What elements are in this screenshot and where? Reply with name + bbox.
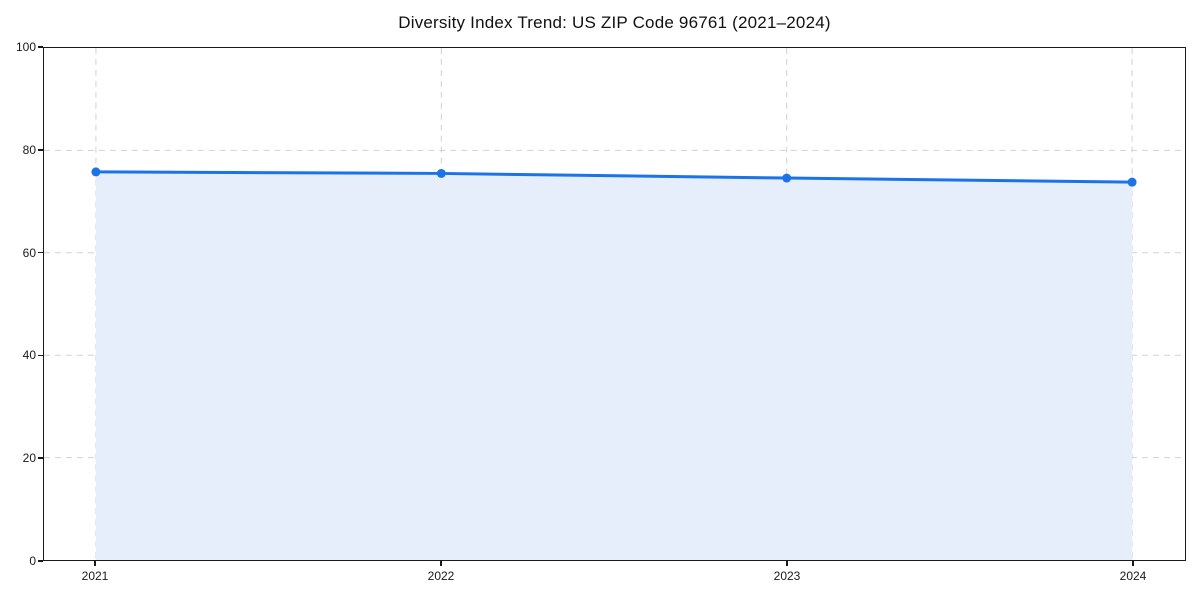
y-tick-label: 0 xyxy=(29,554,36,568)
x-tick-label: 2022 xyxy=(427,569,455,583)
data-point-marker xyxy=(1127,177,1137,187)
data-point-marker xyxy=(436,168,446,178)
y-tick-mark xyxy=(38,560,43,562)
y-tick-mark xyxy=(38,46,43,48)
y-tick-label: 80 xyxy=(22,142,36,157)
plot-area xyxy=(43,47,1186,561)
y-tick-mark xyxy=(38,354,43,357)
area-fill xyxy=(95,171,1133,560)
x-tick-mark xyxy=(786,561,788,566)
x-tick-label: 2023 xyxy=(773,569,801,583)
x-tick-mark xyxy=(440,561,442,566)
x-tick-label: 2024 xyxy=(1119,569,1147,583)
x-tick-mark xyxy=(94,561,96,566)
x-tick-label: 2021 xyxy=(81,569,109,583)
trend-line xyxy=(94,170,1134,184)
y-tick-mark xyxy=(38,457,43,459)
y-tick-mark xyxy=(38,251,43,254)
chart-title: Diversity Index Trend: US ZIP Code 96761… xyxy=(398,13,831,32)
plot-svg xyxy=(44,48,1185,560)
y-tick-label: 40 xyxy=(22,348,36,363)
y-tick-label: 100 xyxy=(15,40,36,54)
y-tick-label: 60 xyxy=(22,245,36,260)
data-point-marker xyxy=(91,167,101,177)
y-tick-mark xyxy=(38,149,43,151)
data-point-marker xyxy=(782,173,792,183)
y-tick-label: 20 xyxy=(22,451,36,466)
x-tick-mark xyxy=(1132,561,1134,566)
